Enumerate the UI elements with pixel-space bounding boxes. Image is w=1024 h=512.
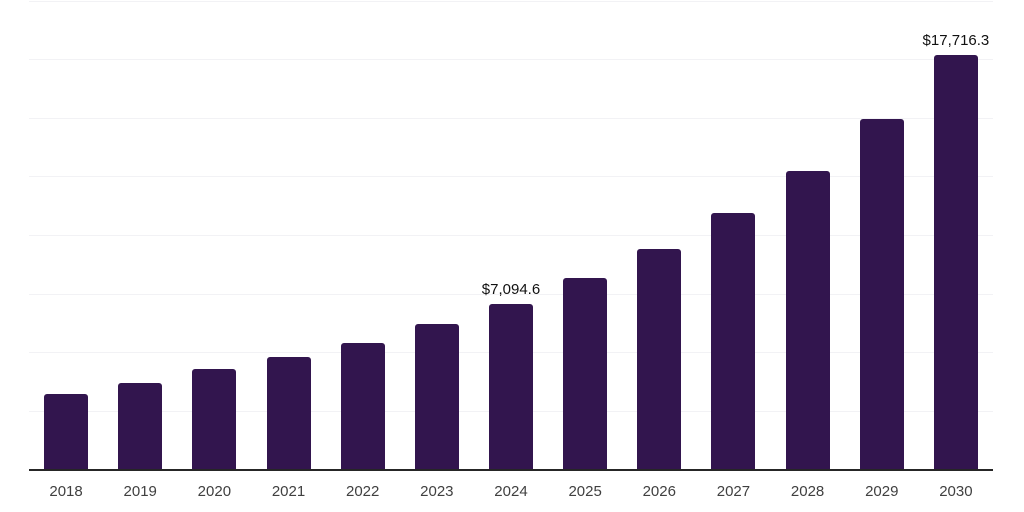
x-tick-2024: 2024 <box>494 483 528 500</box>
x-tick-2027: 2027 <box>716 483 751 500</box>
x-tick-2029: 2029 <box>865 483 899 500</box>
x-tick-2018: 2018 <box>49 483 83 500</box>
bar-2023 <box>414 323 459 470</box>
bar-2018 <box>44 394 89 470</box>
x-tick-2019: 2019 <box>123 483 157 500</box>
x-tick-2021: 2021 <box>271 483 306 500</box>
x-tick-2026: 2026 <box>642 483 676 500</box>
data-label-2030: $17,716.3 <box>922 31 990 49</box>
x-tick-2020: 2020 <box>197 483 232 500</box>
bar-2028 <box>785 171 830 470</box>
bar-2020 <box>192 368 237 470</box>
gridline-20000 <box>29 0 993 2</box>
gridline-17500 <box>29 59 993 61</box>
x-tick-2023: 2023 <box>420 483 454 500</box>
bar-2026 <box>637 249 682 470</box>
bar-2030 <box>933 54 978 470</box>
gridline-7500 <box>29 293 993 295</box>
x-axis-line <box>29 469 993 471</box>
bar-2019 <box>118 383 163 470</box>
gridline-10000 <box>29 235 993 236</box>
bar-2027 <box>711 212 756 470</box>
gridline-12500 <box>29 176 993 178</box>
x-tick-2022: 2022 <box>345 483 380 500</box>
bar-2022 <box>340 342 385 470</box>
data-label-2024: $7,094.6 <box>481 280 541 298</box>
x-tick-2025: 2025 <box>568 483 602 500</box>
x-tick-2028: 2028 <box>790 483 825 500</box>
bar-2021 <box>266 356 311 470</box>
bar-2025 <box>563 277 608 470</box>
x-tick-2030: 2030 <box>939 483 973 500</box>
bar-2024 <box>489 303 533 470</box>
gridline-15000 <box>29 117 993 119</box>
bar-2029 <box>859 118 904 470</box>
